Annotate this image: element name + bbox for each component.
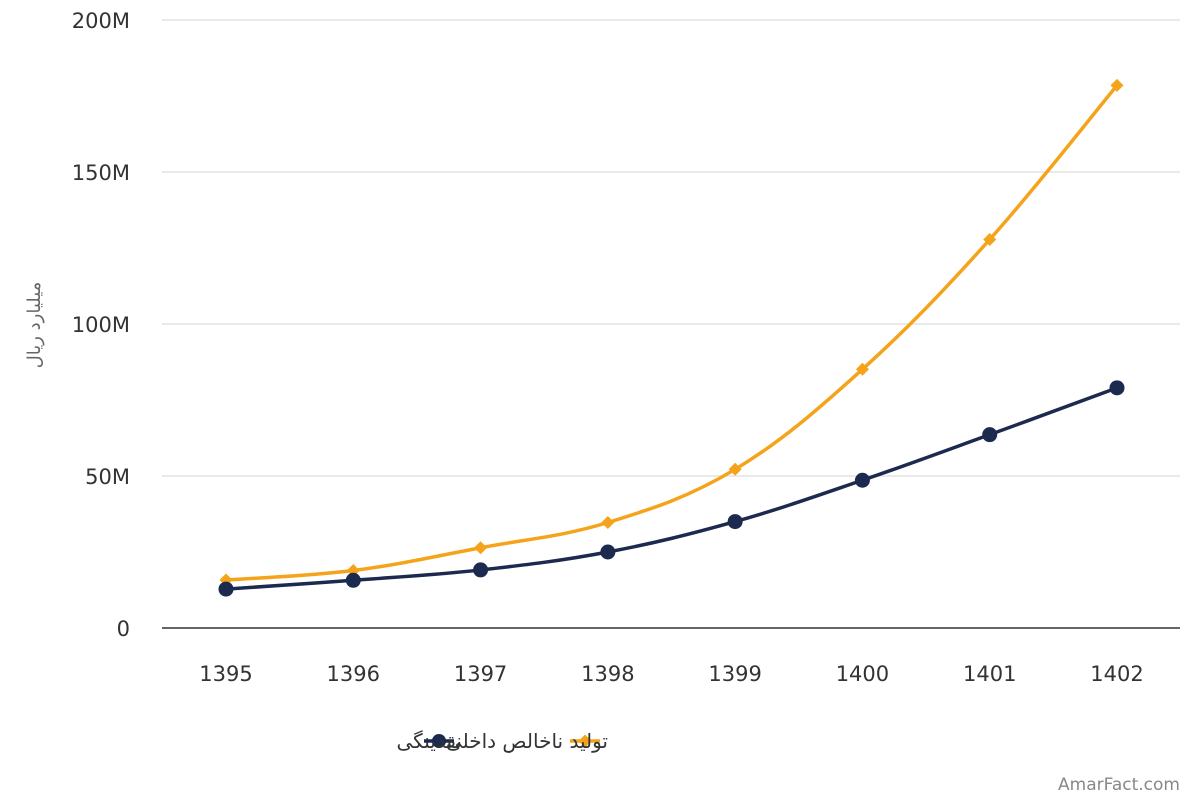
- x-tick-label: 1400: [836, 662, 889, 686]
- series-liquidity: [218, 380, 1125, 597]
- x-tick-label: 1396: [327, 662, 380, 686]
- data-point[interactable]: [727, 514, 743, 530]
- x-tick-label: 1395: [199, 662, 252, 686]
- series-line: [224, 83, 1119, 582]
- series-layer: [218, 78, 1125, 597]
- y-tick-label: 100M: [72, 313, 130, 337]
- data-point[interactable]: [474, 541, 488, 555]
- y-axis-tick-labels: 0 50M 100M 150M 200M: [72, 9, 130, 641]
- x-tick-label: 1397: [454, 662, 507, 686]
- y-tick-label: 200M: [72, 9, 130, 33]
- x-tick-label: 1398: [581, 662, 634, 686]
- y-tick-label: 150M: [72, 161, 130, 185]
- x-axis-tick-labels: 1395 1396 1397 1398 1399 1400 1401 1402: [199, 662, 1143, 686]
- x-tick-label: 1399: [708, 662, 761, 686]
- data-point[interactable]: [728, 462, 742, 476]
- data-point[interactable]: [983, 232, 997, 246]
- legend-diamond-marker: [578, 734, 592, 748]
- data-point[interactable]: [345, 572, 361, 588]
- legend-circle-marker: [432, 734, 446, 748]
- data-point[interactable]: [601, 516, 615, 530]
- legend-label: نقدینگی: [397, 729, 463, 753]
- y-tick-label: 50M: [85, 465, 130, 489]
- grid-lines: [162, 19, 1180, 477]
- y-axis-label: میلیارد ریال: [24, 282, 45, 369]
- y-tick-label: 0: [117, 617, 130, 641]
- data-point[interactable]: [600, 544, 616, 560]
- data-point[interactable]: [473, 562, 489, 578]
- data-point[interactable]: [1109, 380, 1125, 396]
- data-point[interactable]: [1110, 78, 1124, 92]
- data-point[interactable]: [855, 362, 869, 376]
- data-point[interactable]: [218, 581, 234, 597]
- legend-label: تولید ناخالص داخلی: [446, 729, 608, 753]
- data-point[interactable]: [854, 472, 870, 488]
- legend-item-liquidity[interactable]: نقدینگی: [397, 729, 463, 753]
- watermark-text: AmarFact.com: [1058, 775, 1180, 795]
- x-tick-label: 1402: [1090, 662, 1143, 686]
- data-point[interactable]: [982, 427, 998, 443]
- legend-item-gdp[interactable]: تولید ناخالص داخلی: [446, 729, 608, 753]
- x-tick-label: 1401: [963, 662, 1016, 686]
- series-gdp: [219, 78, 1124, 587]
- series-line: [224, 386, 1119, 591]
